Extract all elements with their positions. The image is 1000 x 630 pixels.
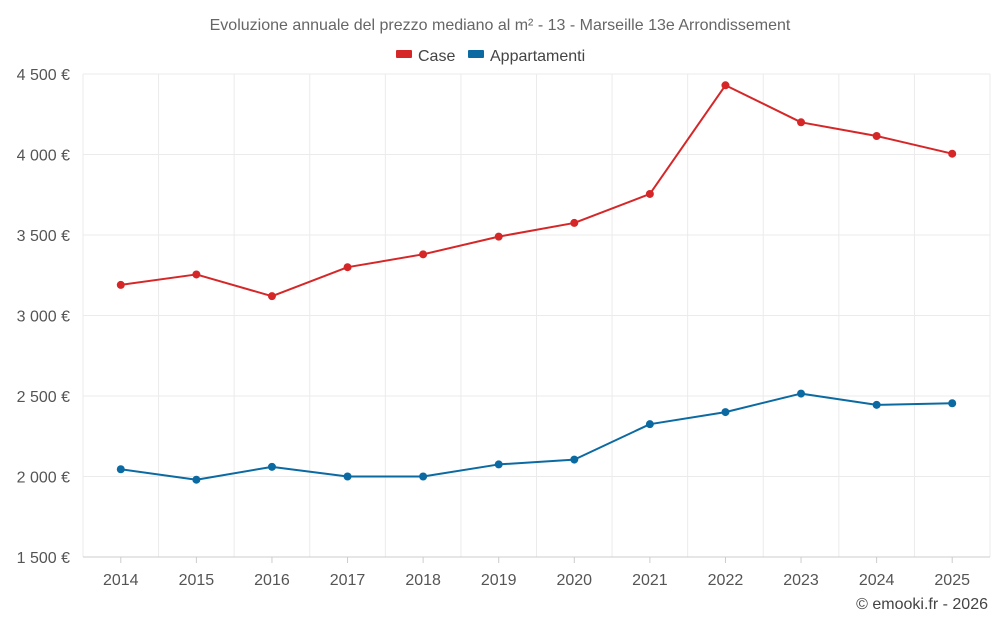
series-case bbox=[116, 81, 957, 301]
data-point-appartamenti bbox=[570, 455, 579, 464]
series bbox=[116, 81, 957, 484]
data-point-case bbox=[948, 149, 957, 158]
x-tick-label: 2018 bbox=[405, 572, 441, 589]
x-tick-label: 2014 bbox=[103, 572, 139, 589]
data-point-case bbox=[116, 280, 125, 289]
data-point-case bbox=[721, 81, 730, 90]
y-tick-label: 4 500 € bbox=[17, 67, 70, 84]
x-tick-label: 2021 bbox=[632, 572, 668, 589]
data-point-appartamenti bbox=[419, 472, 428, 481]
data-point-appartamenti bbox=[721, 408, 730, 417]
y-tick-label: 4 000 € bbox=[17, 148, 70, 165]
data-point-case bbox=[343, 263, 352, 272]
legend-label-case[interactable]: Case bbox=[418, 48, 455, 65]
data-point-appartamenti bbox=[116, 465, 125, 474]
data-point-case bbox=[419, 250, 428, 259]
data-point-case bbox=[645, 189, 654, 198]
x-tick-label: 2020 bbox=[556, 572, 592, 589]
series-line-case bbox=[120, 84, 953, 298]
data-point-appartamenti bbox=[267, 462, 276, 471]
y-tick-label: 3 500 € bbox=[17, 228, 70, 245]
x-tick-label: 2025 bbox=[934, 572, 970, 589]
data-point-case bbox=[192, 270, 201, 279]
data-point-appartamenti bbox=[948, 399, 957, 408]
legend: Case Appartamenti bbox=[396, 48, 585, 65]
data-point-appartamenti bbox=[797, 389, 806, 398]
x-tick-label: 2015 bbox=[179, 572, 215, 589]
y-axis: 1 500 € 2 000 € 2 500 € 3 000 € 3 500 € 4 000… bbox=[17, 67, 70, 567]
y-tick-label: 3 000 € bbox=[17, 309, 70, 326]
x-tick-label: 2017 bbox=[330, 572, 366, 589]
series-appartamenti bbox=[116, 389, 957, 484]
data-point-case bbox=[797, 118, 806, 127]
legend-swatch-case bbox=[396, 50, 412, 58]
data-point-appartamenti bbox=[343, 472, 352, 481]
x-tick-label: 2016 bbox=[254, 572, 290, 589]
data-point-case bbox=[872, 131, 881, 140]
chart-title: Evoluzione annuale del prezzo mediano al… bbox=[210, 17, 791, 34]
y-tick-label: 2 500 € bbox=[17, 389, 70, 406]
data-point-case bbox=[494, 232, 503, 241]
data-point-appartamenti bbox=[645, 420, 654, 429]
x-tick-label: 2023 bbox=[783, 572, 819, 589]
data-point-appartamenti bbox=[494, 460, 503, 469]
y-tick-label: 1 500 € bbox=[17, 550, 70, 567]
y-tick-label: 2 000 € bbox=[17, 470, 70, 487]
data-point-case bbox=[267, 292, 276, 301]
data-point-appartamenti bbox=[192, 475, 201, 484]
data-point-case bbox=[570, 218, 579, 227]
x-tick-label: 2019 bbox=[481, 572, 517, 589]
data-point-appartamenti bbox=[872, 400, 881, 409]
legend-label-appartamenti[interactable]: Appartamenti bbox=[490, 48, 585, 65]
x-tick-label: 2022 bbox=[708, 572, 744, 589]
x-axis: 2014 2015 2016 2017 2018 2019 2020 2021 2022 2023… bbox=[83, 556, 990, 589]
x-tick-label: 2024 bbox=[859, 572, 895, 589]
grid bbox=[82, 73, 991, 558]
series-line-appartamenti bbox=[120, 392, 953, 481]
legend-swatch-appartamenti bbox=[468, 50, 484, 58]
credit-text: © emooki.fr - 2026 bbox=[856, 596, 988, 613]
